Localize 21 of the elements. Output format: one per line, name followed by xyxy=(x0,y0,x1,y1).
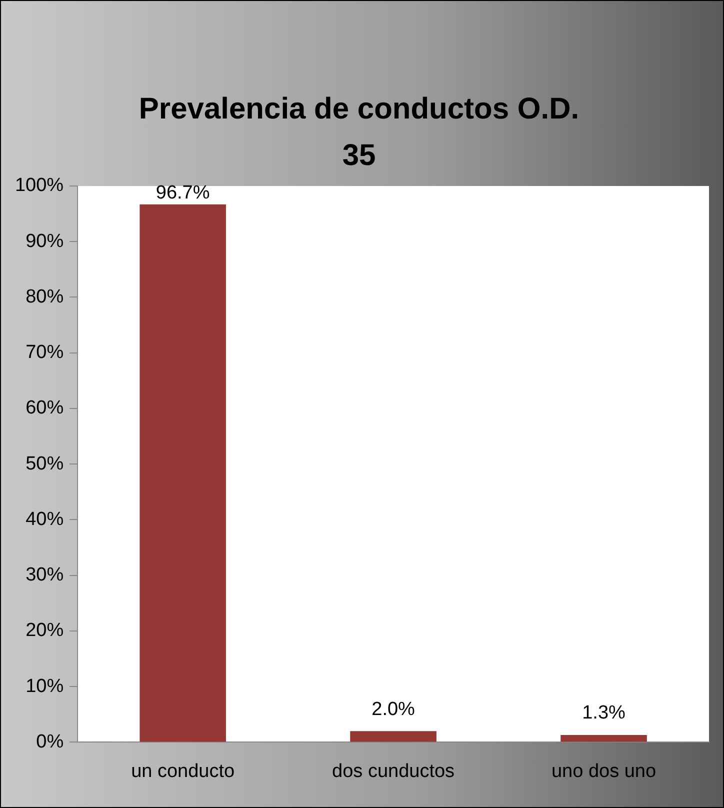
bar xyxy=(560,734,647,742)
y-tick-label: 100% xyxy=(14,175,64,196)
y-tick-label: 50% xyxy=(26,453,64,474)
y-tick-label: 90% xyxy=(26,230,64,252)
y-tick-label: 20% xyxy=(26,620,64,642)
y-tick-label: 40% xyxy=(26,508,64,530)
bar xyxy=(350,731,436,742)
y-tick-label: 0% xyxy=(36,731,64,752)
chart-title: Prevalencia de conductos O.D. 35 xyxy=(138,92,580,172)
y-tick-label: 60% xyxy=(26,398,64,419)
y-tick-label: 10% xyxy=(26,676,64,697)
y-tick-label: 80% xyxy=(26,286,64,308)
x-tick-label: uno dos uno xyxy=(551,760,656,782)
bar xyxy=(140,204,226,742)
data-label: 1.3% xyxy=(582,702,626,724)
y-tick-label: 30% xyxy=(26,564,64,586)
x-tick-label: un conducto xyxy=(131,760,235,782)
x-tick-label: dos cunductos xyxy=(332,760,455,782)
data-label: 2.0% xyxy=(372,698,416,720)
y-tick-label: 70% xyxy=(26,342,64,364)
data-label: 96.7% xyxy=(156,182,210,204)
